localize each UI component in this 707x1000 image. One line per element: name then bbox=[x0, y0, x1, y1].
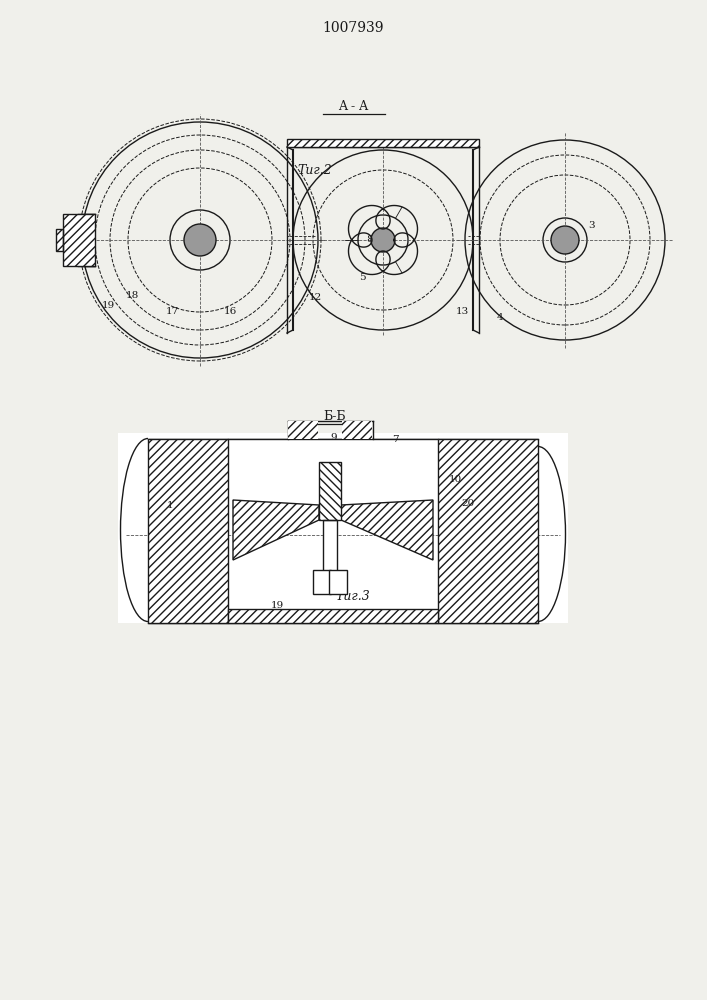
Text: 1007939: 1007939 bbox=[322, 21, 384, 35]
Text: Τиг.3: Τиг.3 bbox=[336, 589, 370, 602]
Bar bbox=[148, 439, 228, 623]
Bar bbox=[63, 214, 95, 266]
Text: Τиг.2: Τиг.2 bbox=[298, 163, 332, 176]
Bar bbox=[319, 462, 341, 520]
Bar bbox=[228, 609, 438, 623]
Bar bbox=[288, 421, 318, 439]
Text: 4: 4 bbox=[497, 312, 503, 322]
Bar bbox=[342, 421, 372, 439]
Bar bbox=[323, 520, 337, 575]
Bar bbox=[342, 421, 372, 439]
Polygon shape bbox=[341, 500, 433, 560]
Bar bbox=[287, 139, 479, 147]
Circle shape bbox=[551, 226, 579, 254]
Text: 17: 17 bbox=[165, 308, 179, 316]
Bar bbox=[56, 229, 63, 251]
Polygon shape bbox=[233, 500, 319, 560]
Bar bbox=[118, 433, 568, 623]
Text: 7: 7 bbox=[392, 434, 398, 444]
Text: 5: 5 bbox=[358, 273, 366, 282]
Bar bbox=[438, 439, 538, 623]
Text: 9: 9 bbox=[331, 434, 337, 442]
Bar bbox=[438, 439, 538, 623]
Bar bbox=[228, 609, 438, 623]
Text: 8: 8 bbox=[367, 235, 373, 244]
Text: 1: 1 bbox=[167, 500, 173, 510]
Bar bbox=[288, 421, 318, 439]
Bar bbox=[56, 229, 63, 251]
Bar bbox=[313, 570, 331, 594]
Text: 19: 19 bbox=[270, 600, 284, 609]
Bar bbox=[63, 214, 95, 266]
Bar bbox=[287, 139, 479, 147]
Bar bbox=[319, 462, 341, 520]
Text: 18: 18 bbox=[125, 290, 139, 300]
Text: 3: 3 bbox=[589, 221, 595, 230]
Bar bbox=[148, 439, 228, 623]
Bar bbox=[329, 570, 347, 594]
Text: A - A: A - A bbox=[338, 101, 368, 113]
Text: Б-Б: Б-Б bbox=[324, 410, 346, 424]
Bar bbox=[319, 462, 341, 520]
Text: 12: 12 bbox=[308, 294, 322, 302]
Bar bbox=[148, 439, 228, 623]
Bar bbox=[287, 139, 479, 147]
Bar bbox=[63, 214, 95, 266]
Text: 19: 19 bbox=[101, 300, 115, 310]
Text: 13: 13 bbox=[455, 308, 469, 316]
Circle shape bbox=[184, 224, 216, 256]
Text: 20: 20 bbox=[462, 498, 474, 508]
Bar bbox=[342, 421, 372, 439]
Bar bbox=[228, 439, 438, 623]
Bar bbox=[288, 421, 318, 439]
Bar bbox=[56, 229, 63, 251]
Text: 10: 10 bbox=[448, 476, 462, 485]
Bar bbox=[228, 609, 438, 623]
Bar bbox=[438, 439, 538, 623]
Text: 16: 16 bbox=[223, 308, 237, 316]
Circle shape bbox=[371, 228, 395, 252]
